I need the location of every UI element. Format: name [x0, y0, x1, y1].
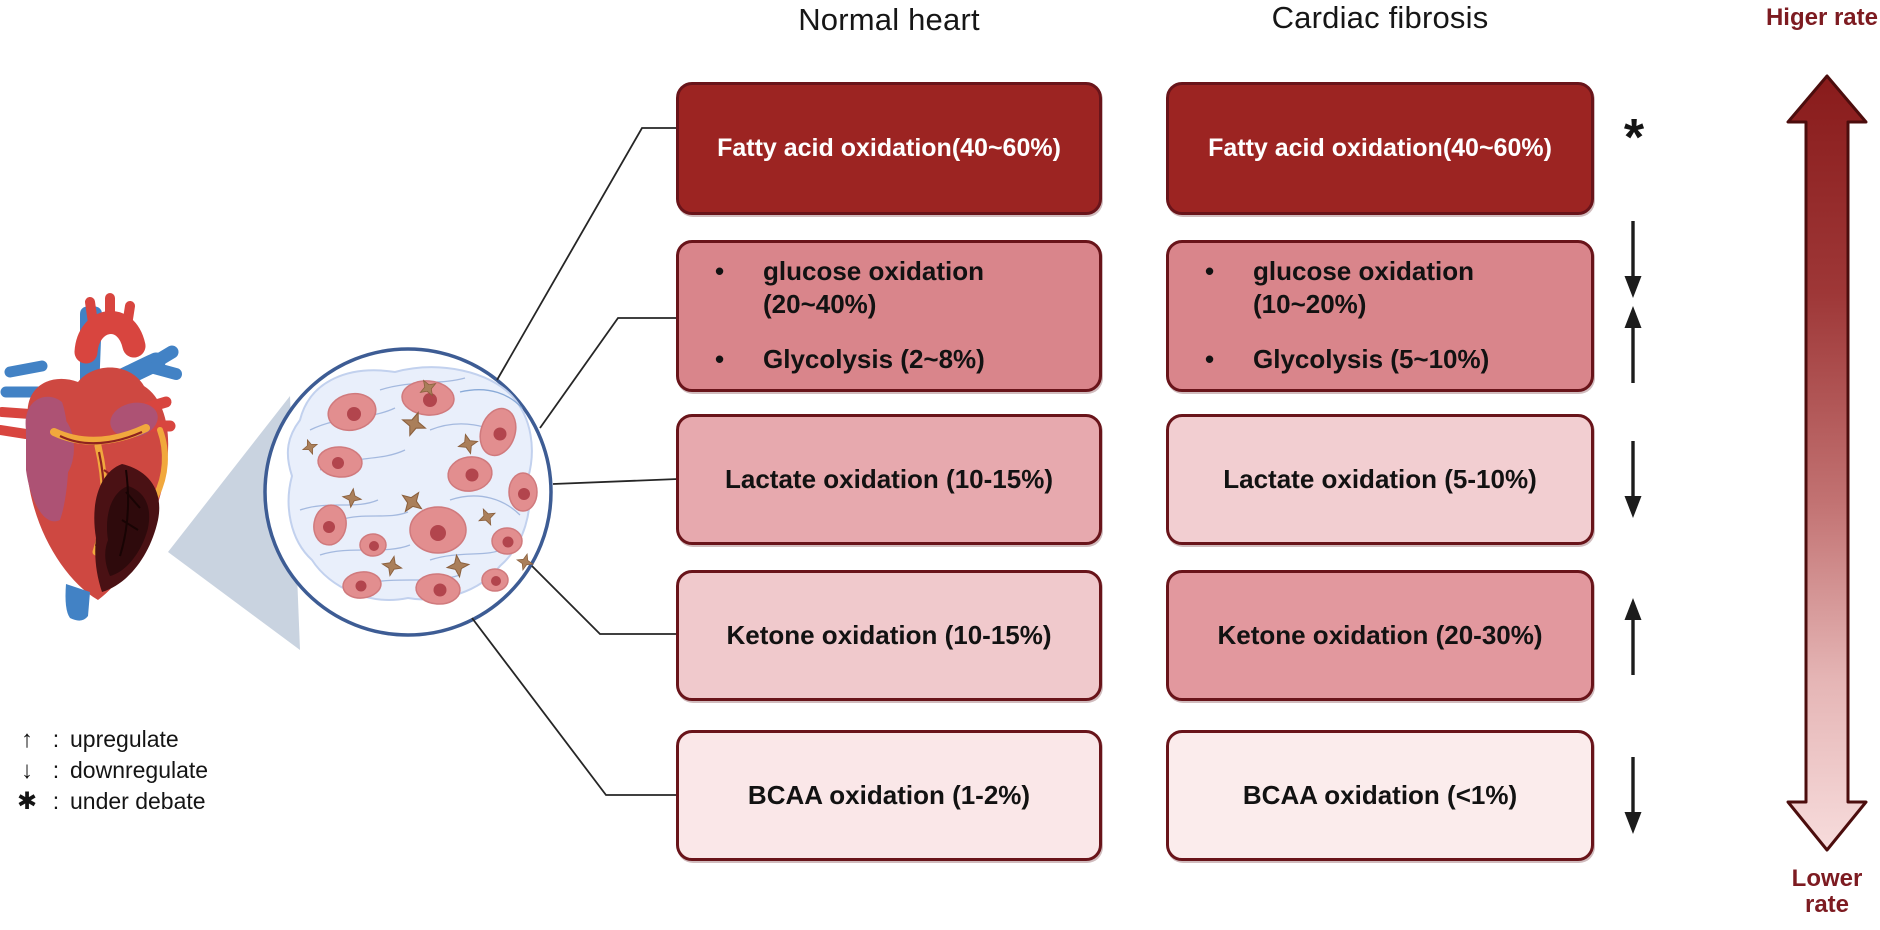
box-lactate-normal-label: Lactate oxidation (10-15%) [725, 464, 1053, 495]
box-ketone-fibrosis: Ketone oxidation (20-30%) [1166, 570, 1594, 701]
legend-label-upregulate: upregulate [70, 726, 179, 752]
bullet-icon: • [1205, 256, 1215, 286]
asterisk-icon: ✱ [16, 788, 38, 815]
box-bcaa-normal: BCAA oxidation (1-2%) [676, 730, 1102, 861]
box-fatty-acid-fibrosis: Fatty acid oxidation(40~60%) [1166, 82, 1594, 215]
glycolysis-text: Glycolysis (2~8%) [763, 343, 985, 374]
box-glucose-glycolysis-fibrosis: • glucose oxidation (10~20%) • Glycolysi… [1166, 240, 1594, 392]
box-fatty-acid-fibrosis-label: Fatty acid oxidation(40~60%) [1208, 133, 1552, 162]
tissue-inset-circle [263, 347, 553, 637]
up-arrow-icon: ↑ [21, 725, 33, 753]
box-lactate-fibrosis: Lactate oxidation (5-10%) [1166, 414, 1594, 545]
connector-line-fatty-acid [496, 127, 678, 381]
box-glucose-glycolysis-normal: • glucose oxidation (20~40%) • Glycolysi… [676, 240, 1102, 392]
down-arrow-icon: ↓ [21, 756, 33, 784]
box-ketone-fibrosis-label: Ketone oxidation (20-30%) [1217, 620, 1543, 651]
box-bcaa-fibrosis: BCAA oxidation (<1%) [1166, 730, 1594, 861]
box-ketone-normal-label: Ketone oxidation (10-15%) [726, 620, 1052, 651]
box-lactate-fibrosis-label: Lactate oxidation (5-10%) [1223, 464, 1537, 495]
legend-row-under-debate: ✱ : under debate [12, 786, 208, 817]
glucose-line2: (20~40%) [763, 288, 877, 319]
glycolysis-item: • Glycolysis (2~8%) [715, 343, 1091, 376]
glucose-line2: (10~20%) [1253, 288, 1367, 319]
bullet-icon: • [715, 343, 725, 374]
rate-scale-gradient-arrow [1786, 74, 1868, 852]
connector-line-lactate [552, 478, 679, 485]
glucose-line1: glucose oxidation [1253, 256, 1475, 286]
legend-row-upregulate: ↑ : upregulate [12, 724, 208, 755]
under-debate-asterisk-icon: * [1623, 109, 1645, 167]
legend-colon: : [52, 788, 60, 814]
connector-line-glucose [539, 317, 678, 429]
lower-rate-label: Lower rate [1791, 865, 1863, 919]
legend-colon: : [52, 726, 60, 752]
legend-colon: : [52, 757, 60, 783]
upregulate-arrow-icon [1624, 598, 1642, 675]
fibroblast-cells [301, 379, 535, 579]
connector-line-bcaa [471, 617, 678, 796]
glucose-item: • glucose oxidation (20~40%) [715, 255, 1091, 320]
box-bcaa-normal-label: BCAA oxidation (1-2%) [747, 780, 1031, 811]
glucose-text: glucose oxidation (20~40%) [763, 255, 984, 320]
glycolysis-item: • Glycolysis (5~10%) [1205, 343, 1583, 376]
legend-label-under-debate: under debate [70, 788, 206, 814]
column-title-cardiac-fibrosis: Cardiac fibrosis [1271, 0, 1489, 35]
legend-label-downregulate: downregulate [70, 757, 209, 783]
glucose-item: • glucose oxidation (10~20%) [1205, 255, 1583, 320]
box-lactate-normal: Lactate oxidation (10-15%) [676, 414, 1102, 545]
glucose-text: glucose oxidation (10~20%) [1253, 255, 1474, 320]
legend-row-downregulate: ↓ : downregulate [12, 755, 208, 786]
downregulate-arrow-icon [1624, 757, 1642, 834]
column-title-normal-heart: Normal heart [798, 2, 980, 37]
higher-rate-label: Higer rate [1765, 4, 1878, 31]
cell-nuclei [323, 393, 530, 597]
downregulate-arrow-icon [1624, 221, 1642, 298]
box-bcaa-fibrosis-label: BCAA oxidation (<1%) [1242, 780, 1518, 811]
bullet-icon: • [715, 256, 725, 286]
legend: ↑ : upregulate ↓ : downregulate ✱ : unde… [12, 724, 208, 817]
box-ketone-normal: Ketone oxidation (10-15%) [676, 570, 1102, 701]
box-fatty-acid-normal-label: Fatty acid oxidation(40~60%) [717, 133, 1061, 162]
bullet-icon: • [1205, 343, 1215, 374]
box-fatty-acid-normal: Fatty acid oxidation(40~60%) [676, 82, 1102, 215]
connector-line-ketone [531, 565, 678, 635]
connector-lines [471, 127, 679, 796]
upregulate-arrow-icon [1624, 306, 1642, 383]
glycolysis-text: Glycolysis (5~10%) [1253, 343, 1490, 374]
downregulate-arrow-icon [1624, 441, 1642, 518]
heart-illustration [0, 293, 182, 621]
glucose-line1: glucose oxidation [763, 256, 985, 286]
